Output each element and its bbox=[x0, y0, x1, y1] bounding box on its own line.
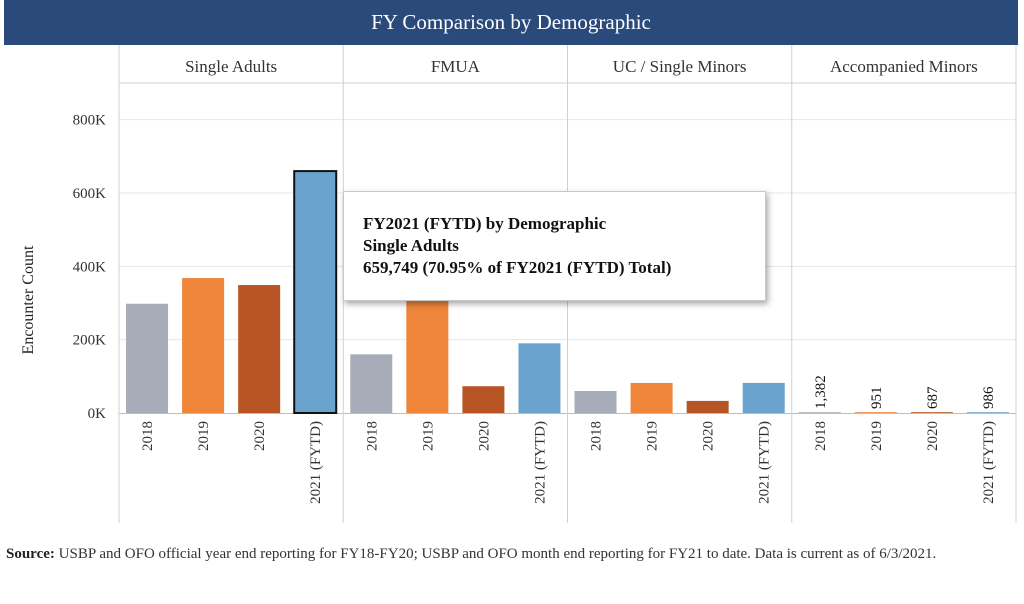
y-tick-label: 800K bbox=[73, 113, 107, 129]
x-tick-label: 2018 bbox=[140, 421, 156, 451]
panel-label: Accompanied Minors bbox=[830, 57, 978, 76]
x-tick-label: 2021 (FYTD) bbox=[308, 421, 324, 504]
bar[interactable] bbox=[630, 382, 673, 413]
y-axis-label: Encounter Count bbox=[20, 245, 37, 354]
tooltip-demographic: Single Adults bbox=[363, 236, 459, 255]
x-tick-label: 2021 (FYTD) bbox=[981, 421, 997, 504]
bar[interactable] bbox=[406, 299, 449, 413]
bar[interactable] bbox=[854, 412, 897, 413]
data-label: 1,382 bbox=[813, 375, 829, 409]
panel-uc-single-minors: UC / Single Minors 2018 2019 2020 2021 (FYTD… bbox=[574, 57, 785, 504]
panel-fmua: FMUA 2018 2019 2020 2021 (FYTD) bbox=[350, 57, 561, 504]
x-tick-label: 2019 bbox=[420, 421, 436, 451]
tooltip-title: FY2021 (FYTD) by Demographic bbox=[363, 214, 607, 233]
bar[interactable] bbox=[238, 285, 281, 413]
bar[interactable] bbox=[910, 412, 953, 413]
panel-accompanied-minors: Accompanied Minors 2018 1,382 2019 951 2020 68… bbox=[798, 57, 1009, 504]
bar[interactable] bbox=[126, 303, 169, 413]
bar[interactable] bbox=[518, 343, 561, 413]
panel-label: FMUA bbox=[431, 57, 481, 76]
data-label: 986 bbox=[981, 386, 997, 409]
bar[interactable] bbox=[686, 400, 729, 413]
source-label: Source: bbox=[6, 546, 55, 562]
x-tick-label: 2019 bbox=[645, 421, 661, 451]
panel-label: UC / Single Minors bbox=[613, 57, 747, 76]
x-tick-label: 2020 bbox=[925, 421, 941, 451]
bar[interactable] bbox=[742, 382, 785, 413]
bar[interactable] bbox=[574, 391, 617, 413]
x-tick-label: 2021 (FYTD) bbox=[757, 421, 773, 504]
x-tick-label: 2021 (FYTD) bbox=[532, 421, 548, 504]
x-tick-label: 2020 bbox=[476, 421, 492, 451]
y-tick-label: 0K bbox=[88, 406, 107, 422]
x-tick-label: 2018 bbox=[364, 421, 380, 451]
bar[interactable] bbox=[798, 412, 841, 413]
y-tick-label: 400K bbox=[73, 259, 107, 275]
bar[interactable] bbox=[182, 278, 225, 413]
x-tick-label: 2020 bbox=[252, 421, 268, 451]
data-label: 951 bbox=[869, 387, 885, 410]
source-note: Source: USBP and OFO official year end r… bbox=[6, 544, 1016, 564]
x-tick-label: 2019 bbox=[196, 421, 212, 451]
tooltip-value: 659,749 (70.95% of FY2021 (FYTD) Total) bbox=[363, 258, 672, 277]
tooltip: FY2021 (FYTD) by Demographic Single Adul… bbox=[343, 191, 766, 301]
y-tick-label: 600K bbox=[73, 186, 107, 202]
data-label: 687 bbox=[925, 386, 941, 409]
bar[interactable] bbox=[293, 170, 338, 414]
chart-title: FY Comparison by Demographic bbox=[4, 0, 1018, 45]
x-tick-label: 2018 bbox=[813, 421, 829, 451]
y-axis: 0K 200K 400K 600K 800K bbox=[73, 45, 1017, 523]
y-tick-label: 200K bbox=[73, 333, 107, 349]
bar-chart: 0K 200K 400K 600K 800K Single Adults 2018 2019… bbox=[20, 45, 1017, 523]
source-text: USBP and OFO official year end reporting… bbox=[58, 546, 937, 562]
bar[interactable] bbox=[350, 354, 393, 413]
bar[interactable] bbox=[966, 412, 1009, 413]
x-tick-label: 2020 bbox=[701, 421, 717, 451]
bar[interactable] bbox=[462, 386, 505, 413]
panel-single-adults: Single Adults 2018 2019 2020 2021 (FYTD) bbox=[126, 57, 338, 504]
x-tick-label: 2018 bbox=[589, 421, 605, 451]
panel-label: Single Adults bbox=[185, 57, 277, 76]
x-tick-label: 2019 bbox=[869, 421, 885, 451]
